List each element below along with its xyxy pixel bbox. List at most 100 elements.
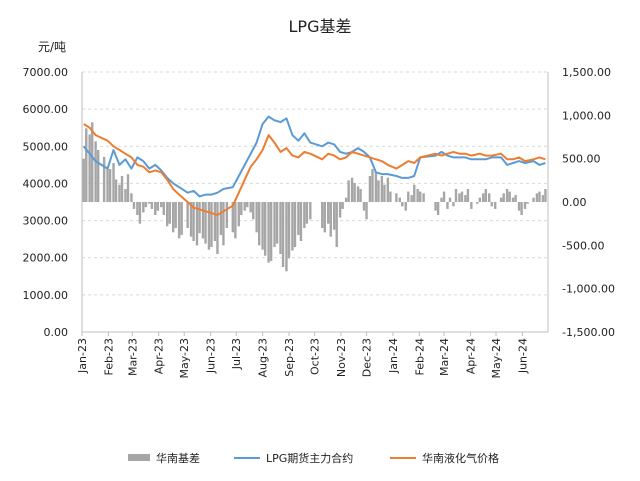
legend-label: 华南液化气价格 — [422, 451, 499, 465]
left-axis-tick-label: 6000.00 — [23, 103, 69, 116]
basis-bar — [263, 202, 267, 256]
basis-bar — [541, 195, 545, 202]
basis-bar — [225, 202, 229, 228]
basis-bar — [464, 195, 467, 202]
basis-bar — [329, 202, 332, 237]
basis-bar — [281, 202, 285, 267]
basis-bar — [532, 197, 535, 202]
basis-bar — [404, 202, 407, 211]
basis-bar — [493, 202, 497, 209]
basis-bar — [523, 202, 527, 209]
basis-bar — [505, 189, 509, 202]
basis-bar — [291, 202, 294, 251]
basis-bar — [341, 202, 344, 209]
basis-bar — [177, 202, 181, 239]
basis-bar — [174, 202, 177, 228]
basis-bar — [368, 176, 372, 202]
legend-label: LPG期货主力合约 — [266, 451, 353, 465]
basis-bar — [347, 180, 350, 202]
basis-bar — [136, 202, 139, 215]
basis-bar — [454, 189, 458, 202]
basis-bar — [440, 197, 443, 202]
legend-item-spot: 华南液化气价格 — [390, 451, 499, 465]
basis-bars — [82, 122, 547, 272]
basis-bar — [544, 189, 547, 202]
basis-bar — [82, 158, 85, 202]
basis-bar — [446, 202, 449, 209]
basis-bar — [168, 202, 171, 224]
basis-bar — [142, 202, 145, 213]
x-axis-tick-label: Sep-23 — [283, 338, 296, 377]
right-axis-tick-label: -1,500.00 — [562, 326, 615, 339]
basis-bar — [102, 156, 106, 202]
basis-bar — [323, 202, 326, 233]
basis-bar — [380, 176, 384, 202]
basis-bar — [210, 202, 213, 248]
basis-bar — [386, 177, 390, 202]
basis-bar — [502, 193, 505, 202]
basis-bar — [257, 202, 261, 246]
basis-bar — [482, 193, 485, 202]
basis-bar — [243, 202, 246, 211]
basis-bar — [460, 191, 464, 202]
basis-bar — [108, 169, 112, 202]
basis-bar — [410, 195, 413, 202]
grid-lines — [82, 71, 548, 296]
basis-bar — [231, 202, 234, 233]
basis-bar — [490, 202, 493, 207]
basis-bar — [398, 197, 401, 202]
x-axis-tick-label: Nov-23 — [335, 338, 348, 377]
x-axis-tick-label: Feb-24 — [413, 338, 426, 375]
spot-price-line — [83, 123, 546, 216]
basis-bar — [216, 202, 219, 254]
basis-bar — [377, 180, 380, 202]
basis-bar — [160, 202, 163, 208]
basis-bar — [124, 189, 127, 202]
x-axis-tick-label: Apr-24 — [464, 338, 477, 374]
x-axis-tick-label: Jan-24 — [387, 338, 400, 374]
right-axis-tick-label: 0.00 — [562, 196, 587, 209]
basis-bar — [198, 202, 201, 234]
y-axis-unit-label: 元/吨 — [38, 40, 66, 54]
basis-bar — [508, 191, 511, 202]
basis-bar — [478, 197, 482, 202]
x-axis-tick-label: Feb-23 — [102, 338, 115, 375]
right-axis-tick-label: 1,500.00 — [562, 66, 611, 79]
basis-bar — [538, 191, 541, 202]
basis-bar — [499, 197, 503, 202]
basis-bar — [422, 193, 425, 202]
basis-bar — [338, 202, 342, 218]
basis-bar — [448, 197, 452, 202]
x-axis-tick-label: Apr-23 — [153, 338, 166, 374]
basis-bar — [511, 197, 515, 202]
basis-bar — [106, 167, 109, 202]
x-axis-tick-label: Dec-23 — [361, 338, 374, 377]
basis-bar — [285, 202, 288, 272]
basis-bar — [526, 202, 529, 204]
x-axis-tick-label: Jun-23 — [205, 338, 218, 374]
basis-bar — [150, 202, 154, 209]
basis-bar — [359, 189, 362, 202]
axes: 0.00 1000.00 2000.00 3000.00 4000.00 5000.00 6… — [23, 66, 615, 379]
basis-bar — [114, 179, 118, 202]
basis-bar — [279, 202, 282, 254]
basis-bar — [514, 195, 517, 202]
basis-bar — [195, 202, 199, 246]
basis-bar — [434, 202, 437, 211]
basis-bar — [275, 202, 279, 244]
basis-bar — [309, 202, 312, 220]
basis-bar — [207, 202, 211, 250]
basis-bar — [374, 171, 378, 202]
basis-bar — [442, 191, 446, 202]
basis-bar — [120, 176, 124, 202]
basis-bar — [303, 202, 306, 228]
basis-bar — [413, 184, 416, 202]
basis-bar — [118, 184, 121, 202]
x-axis-tick-label: Jan-23 — [76, 338, 89, 374]
left-axis-tick-label: 1000.00 — [23, 289, 69, 302]
basis-bar — [246, 202, 249, 208]
basis-bar — [148, 202, 151, 204]
legend-label: 华南基差 — [156, 451, 200, 465]
right-axis-tick-label: -1,000.00 — [562, 283, 615, 296]
